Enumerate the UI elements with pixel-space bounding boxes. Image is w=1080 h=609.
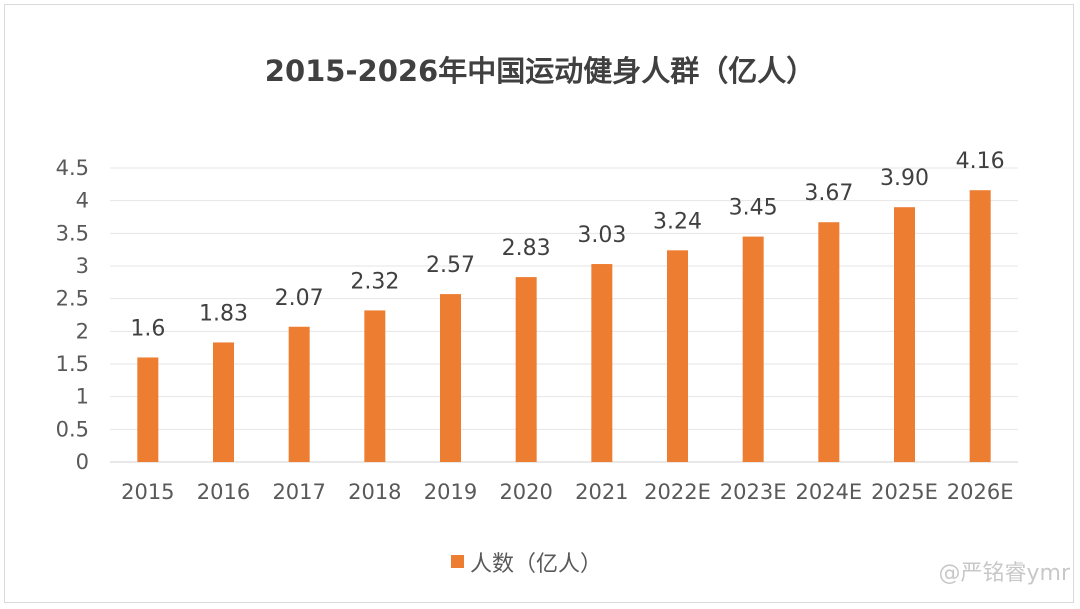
data-label: 3.24	[653, 209, 702, 234]
y-tick-label: 0	[76, 450, 89, 474]
legend-label: 人数（亿人）	[470, 552, 602, 577]
data-label: 2.57	[426, 253, 475, 278]
bar	[742, 236, 764, 462]
y-tick-label: 2.5	[56, 287, 89, 311]
x-tick-label: 2016	[197, 480, 250, 504]
x-tick-label: 2021	[575, 480, 628, 504]
data-label: 2.83	[502, 236, 551, 261]
data-label: 3.90	[880, 166, 929, 191]
bar	[364, 310, 386, 462]
watermark-text: @严铭睿ymr	[939, 561, 1071, 586]
bar	[515, 277, 537, 462]
data-label: 3.67	[804, 181, 853, 206]
legend: 人数（亿人）	[451, 552, 602, 577]
data-label: 3.45	[729, 196, 778, 221]
bar	[894, 207, 915, 462]
data-label: 4.16	[956, 149, 1005, 174]
y-tick-label: 1.5	[56, 352, 89, 376]
bars	[137, 190, 991, 463]
data-label: 1.83	[199, 301, 248, 326]
x-tick-label: 2020	[499, 480, 552, 504]
y-tick-label: 3	[76, 254, 89, 278]
x-tick-label: 2026E	[947, 480, 1014, 504]
x-tick-label: 2017	[272, 480, 325, 504]
bar	[213, 342, 234, 462]
x-tick-label: 2019	[424, 480, 477, 504]
bar	[440, 294, 461, 462]
bar	[818, 222, 840, 462]
bar	[288, 326, 310, 462]
data-label: 1.6	[130, 316, 165, 341]
data-label: 2.07	[275, 286, 324, 311]
y-tick-label: 4.5	[56, 156, 89, 180]
x-tick-label: 2025E	[871, 480, 938, 504]
bar	[667, 250, 688, 462]
x-tick-label: 2022E	[644, 480, 711, 504]
chart-title: 2015-2026年中国运动健身人群（亿人）	[265, 54, 815, 88]
gridlines	[110, 167, 1018, 463]
data-labels: 1.6 1.83 2.07 2.32 2.57 2.83 3.03 3.24 3.45 3.67 3…	[130, 149, 1004, 341]
y-axis-ticks: 0 0.5 1 1.5 2 2.5 3 3.5 4 4.5	[56, 156, 89, 474]
y-tick-label: 1	[76, 385, 89, 409]
x-tick-label: 2023E	[720, 480, 787, 504]
x-axis-ticks: 2015 2016 2017 2018 2019 2020 2021 2022E 2023E 20…	[121, 480, 1013, 504]
data-label: 2.32	[350, 269, 399, 294]
bar	[137, 357, 159, 462]
bar	[969, 190, 991, 463]
x-tick-label: 2018	[348, 480, 401, 504]
y-tick-label: 3.5	[56, 221, 89, 245]
data-label: 3.03	[577, 223, 626, 248]
y-tick-label: 4	[76, 189, 89, 213]
legend-swatch	[451, 555, 464, 568]
y-tick-label: 0.5	[56, 417, 89, 441]
y-tick-label: 2	[76, 319, 89, 343]
x-tick-label: 2024E	[795, 480, 862, 504]
bar	[591, 264, 613, 462]
x-tick-label: 2015	[121, 480, 174, 504]
